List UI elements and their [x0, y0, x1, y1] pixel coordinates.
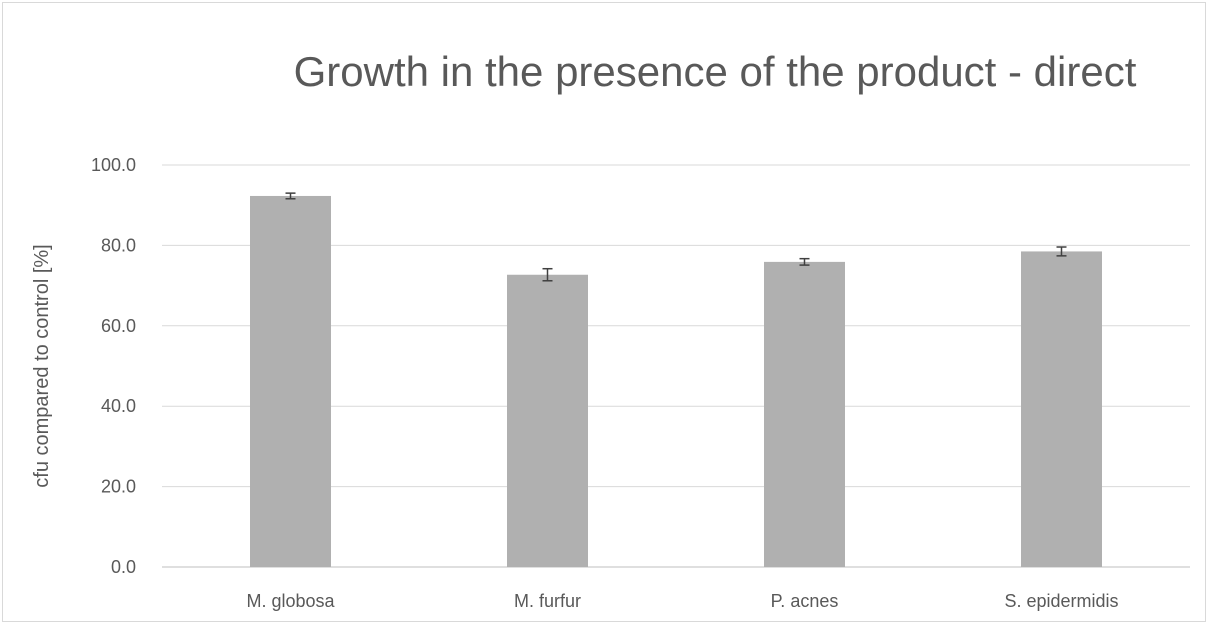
x-tick-label: M. globosa — [246, 591, 335, 611]
y-axis-title: cfu compared to control [%] — [31, 244, 53, 487]
error-bar — [542, 267, 553, 282]
bar — [507, 274, 588, 567]
bars — [250, 195, 1102, 568]
gridlines — [162, 164, 1190, 568]
y-tick-label: 20.0 — [101, 477, 136, 497]
error-bar — [799, 257, 810, 266]
bar — [250, 195, 331, 568]
y-tick-label: 100.0 — [91, 155, 136, 175]
x-tick-label: M. furfur — [514, 591, 581, 611]
y-tick-label: 0.0 — [111, 557, 136, 577]
y-tick-label: 40.0 — [101, 396, 136, 416]
y-axis-tick-labels: 0.0 20.0 40.0 60.0 80.0 100.0 — [91, 155, 136, 577]
chart-title: Growth in the presence of the product - … — [294, 48, 1137, 95]
y-tick-label: 80.0 — [101, 235, 136, 255]
bar — [764, 261, 845, 567]
bar — [1021, 251, 1102, 567]
error-bars — [285, 192, 1067, 282]
x-tick-label: S. epidermidis — [1004, 591, 1118, 611]
x-axis-tick-labels: M. globosa M. furfur P. acnes S. epidermidi… — [246, 591, 1118, 611]
error-bar — [1056, 246, 1067, 257]
x-tick-label: P. acnes — [771, 591, 839, 611]
y-tick-label: 60.0 — [101, 316, 136, 336]
error-bar — [285, 192, 296, 200]
